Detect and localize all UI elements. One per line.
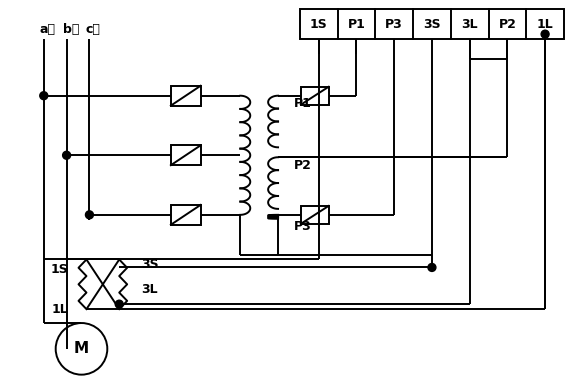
Text: P3: P3 <box>386 18 403 31</box>
Circle shape <box>115 300 123 308</box>
Circle shape <box>63 151 70 159</box>
Circle shape <box>428 264 436 271</box>
Text: 1L: 1L <box>51 303 68 316</box>
Text: b상: b상 <box>63 23 79 36</box>
Circle shape <box>40 92 47 100</box>
Circle shape <box>85 211 93 219</box>
Text: M: M <box>74 342 89 356</box>
Text: 3S: 3S <box>423 18 441 31</box>
Text: 1S: 1S <box>310 18 328 31</box>
Text: P2: P2 <box>294 159 312 172</box>
Text: 3L: 3L <box>141 283 158 296</box>
Text: 1L: 1L <box>537 18 554 31</box>
Text: 3L: 3L <box>462 18 478 31</box>
Text: a상: a상 <box>40 23 56 36</box>
Text: P1: P1 <box>348 18 366 31</box>
Text: c상: c상 <box>85 23 100 36</box>
Text: P2: P2 <box>498 18 517 31</box>
Text: 3S: 3S <box>141 258 158 271</box>
Text: P3: P3 <box>294 220 312 233</box>
Text: P1: P1 <box>294 97 312 110</box>
Circle shape <box>541 30 549 38</box>
Text: 1S: 1S <box>51 263 69 276</box>
